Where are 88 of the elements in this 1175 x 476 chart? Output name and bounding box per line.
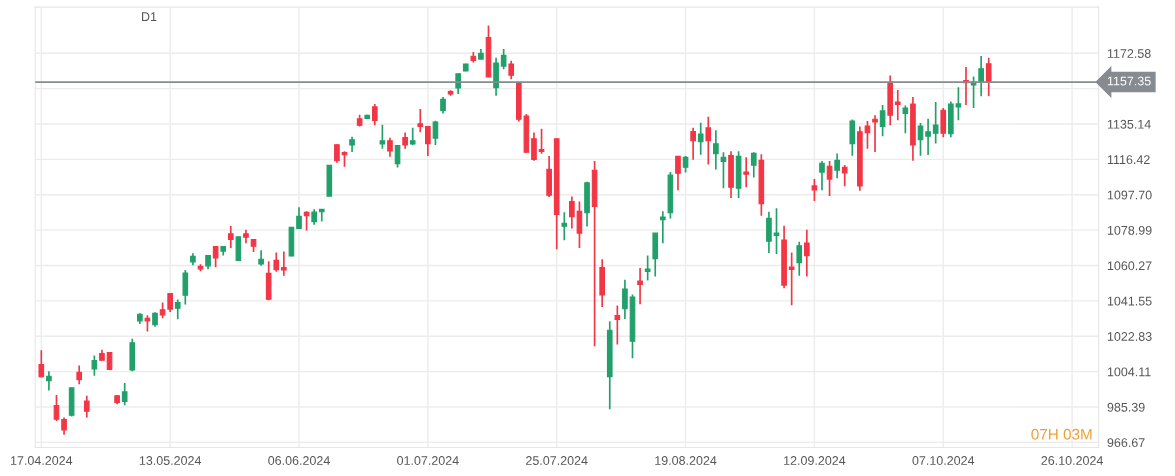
y-tick-label: 985.39 [1107, 402, 1145, 412]
candlestick [227, 225, 234, 249]
candlestick [379, 123, 386, 150]
candlestick [925, 117, 931, 156]
x-tick-label: 07.10.2024 [912, 456, 975, 465]
candlestick [978, 55, 984, 97]
candlestick [637, 267, 643, 306]
candlestick [182, 269, 189, 306]
candlestick [432, 119, 439, 146]
candlestick [932, 101, 939, 145]
x-tick-label: 25.07.2024 [526, 456, 588, 465]
candlestick [819, 160, 825, 192]
candlestick [796, 240, 803, 277]
candlestick [675, 155, 681, 192]
candlestick [614, 304, 621, 346]
candlestick [743, 156, 750, 189]
candlestick [318, 208, 325, 223]
candlestick [569, 195, 575, 230]
candlestick [834, 152, 840, 180]
x-tick-label: 12.09.2024 [784, 456, 846, 465]
candlestick [659, 210, 666, 244]
candlestick [788, 251, 795, 306]
candlestick [894, 89, 901, 122]
candlestick [46, 370, 52, 392]
candlestick [53, 394, 60, 422]
candlestick [697, 121, 704, 156]
candlestick [750, 151, 757, 179]
candlestick [174, 298, 181, 320]
candlestick [826, 160, 833, 197]
candlestick [849, 118, 856, 157]
candlestick [576, 200, 583, 249]
ref-line-label: 1157.35 [1107, 76, 1151, 86]
candlestick [38, 349, 45, 379]
candlestick [538, 127, 545, 155]
candlestick [773, 207, 780, 255]
candlestick [303, 210, 310, 232]
x-tick-label: 26.10.2024 [1041, 456, 1104, 465]
y-tick-label: 1004.11 [1107, 367, 1151, 377]
candlestick [371, 103, 378, 127]
candlestick [879, 104, 886, 138]
candlestick [622, 278, 628, 320]
annotation: D1 [142, 12, 157, 21]
candlestick [644, 254, 651, 282]
candlestick [212, 245, 219, 268]
candlestick [872, 114, 878, 153]
x-tick-label: 01.07.2024 [397, 456, 459, 465]
candlestick [917, 122, 924, 157]
candlestick [713, 129, 719, 171]
candlestick [985, 56, 992, 97]
candlestick [500, 48, 507, 71]
candlestick [690, 126, 696, 161]
candlestick [841, 164, 848, 188]
candlestick [902, 104, 909, 135]
y-tick-label: 1172.58 [1107, 49, 1151, 58]
x-tick-label: 17.04.2024 [10, 456, 73, 465]
y-tick-label: 1135.14 [1107, 119, 1151, 129]
x-tick-label: 13.05.2024 [139, 456, 202, 465]
y-tick-label: 1041.55 [1107, 296, 1152, 306]
candlestick [561, 211, 568, 242]
y-tick-label: 1116.42 [1107, 155, 1150, 165]
candlestick [121, 382, 128, 407]
candlestick [417, 108, 424, 134]
candlestick [508, 59, 515, 80]
candlestick [235, 235, 242, 262]
y-tick-label: 1097.70 [1107, 190, 1152, 200]
y-tick-label: 1060.27 [1107, 261, 1152, 271]
candlestick [425, 125, 431, 157]
candlestick [766, 210, 772, 254]
candlestick [811, 178, 818, 202]
candlestick [334, 143, 340, 164]
candlestick [296, 206, 302, 230]
candlestick [91, 354, 98, 377]
candlestick [531, 131, 537, 162]
y-tick-label: 966.67 [1107, 438, 1145, 448]
candlestick [803, 228, 810, 278]
candlestick [864, 120, 871, 150]
x-tick-label: 19.08.2024 [655, 456, 717, 465]
candlestick [76, 364, 83, 385]
candlestick [387, 136, 393, 158]
candlestick [281, 250, 287, 277]
x-tick-label: 06.06.2024 [268, 456, 330, 465]
annotation: 07H 03M [1031, 428, 1092, 440]
candlestick [705, 115, 712, 166]
candlestick [83, 395, 90, 419]
candlestick [940, 107, 947, 138]
candlestick [273, 251, 280, 273]
y-tick-label: 1022.83 [1107, 332, 1152, 341]
y-tick-label: 1078.99 [1107, 225, 1152, 235]
